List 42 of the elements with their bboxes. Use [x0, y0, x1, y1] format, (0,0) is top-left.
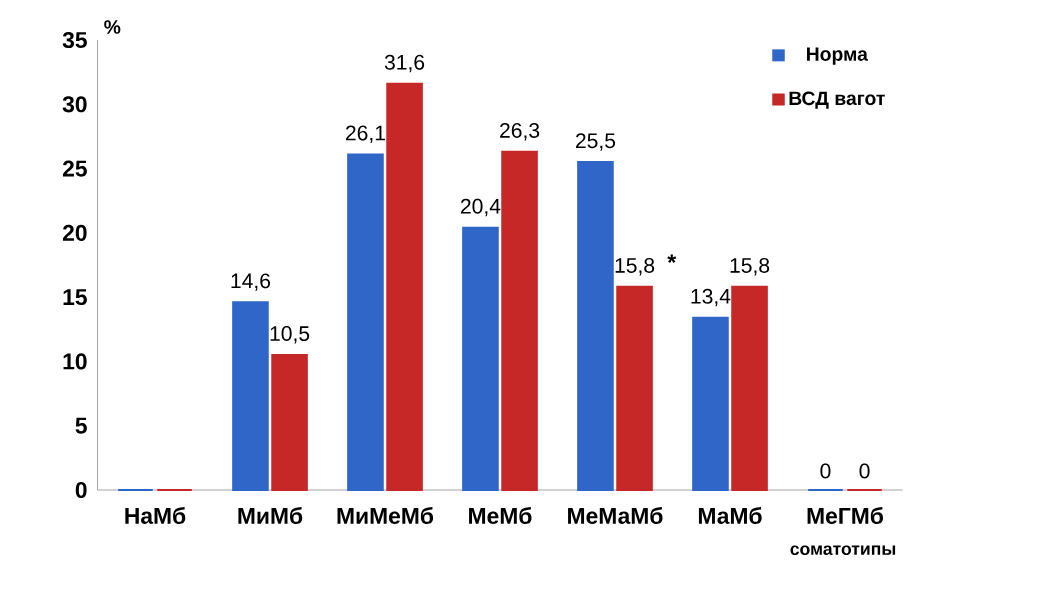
- x-tick-label: МеМаМб: [568, 506, 663, 524]
- y-tick-label: 30: [62, 96, 87, 113]
- bar: [501, 150, 538, 492]
- y-tick-label: 20: [62, 224, 87, 241]
- x-axis-title: соматотипы: [790, 545, 896, 556]
- bar: [271, 353, 308, 492]
- y-axis-title: %: [104, 20, 121, 34]
- data-label: 0: [859, 463, 870, 479]
- x-tick-label: МаМб: [698, 506, 762, 524]
- bar: [577, 161, 614, 492]
- bar: [232, 301, 269, 492]
- x-tick-label: НаМб: [125, 506, 186, 524]
- x-tick-label: МеМб: [469, 506, 532, 524]
- data-label: 0: [820, 463, 831, 479]
- bar: [462, 226, 499, 492]
- y-tick-label: 0: [75, 481, 87, 499]
- data-label: 26,1: [345, 125, 385, 143]
- y-tick-label: 5: [75, 417, 87, 434]
- data-label: 26,3: [500, 122, 540, 141]
- y-tick-label: 10: [63, 353, 87, 370]
- data-label: 14,6: [231, 273, 271, 291]
- y-tick-label: 25: [62, 160, 87, 177]
- annotation: *: [667, 254, 677, 263]
- x-tick-label: МиМеМб: [337, 506, 434, 524]
- data-label: 15,8: [730, 257, 770, 276]
- bar: [616, 285, 653, 492]
- bar: [731, 285, 768, 492]
- legend-label: ВСД вагот: [789, 91, 885, 109]
- data-label: 25,5: [575, 133, 616, 151]
- x-tick-label: МеГМб: [807, 506, 883, 524]
- y-tick-label: 15: [63, 289, 87, 306]
- bar: [692, 316, 729, 492]
- data-label: 20,4: [460, 198, 501, 217]
- data-label: 10,5: [270, 326, 310, 344]
- data-label: 15,8: [615, 257, 655, 276]
- data-label: 13,4: [691, 288, 731, 307]
- bar: [386, 82, 423, 492]
- legend-label: Норма: [807, 47, 868, 65]
- data-label: 31,6: [384, 54, 425, 73]
- x-tick-label: МиМб: [238, 506, 303, 524]
- bar: [347, 153, 384, 492]
- y-tick-label: 35: [62, 31, 87, 49]
